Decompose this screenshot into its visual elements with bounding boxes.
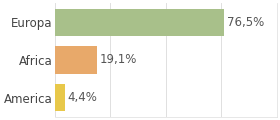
- Text: 76,5%: 76,5%: [227, 16, 264, 29]
- Bar: [55, 46, 97, 74]
- Text: 19,1%: 19,1%: [100, 54, 137, 66]
- Bar: [55, 84, 65, 111]
- Bar: [55, 9, 225, 36]
- Text: 4,4%: 4,4%: [67, 91, 97, 104]
